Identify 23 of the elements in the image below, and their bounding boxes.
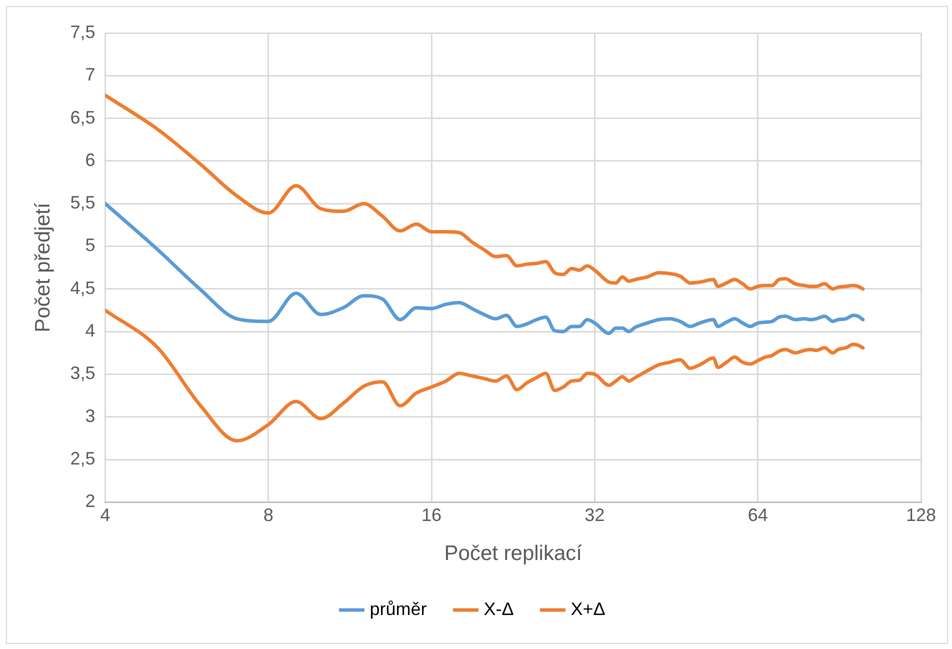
y-tick-label: 3,5	[70, 363, 96, 384]
y-tick-label: 7	[85, 64, 96, 85]
x-axis-title: Počet replikací	[444, 542, 582, 566]
y-tick-label: 4,5	[70, 278, 96, 298]
x-tick-label: 32	[584, 504, 605, 525]
x-tick-label: 16	[422, 504, 442, 525]
y-tick-label: 4	[85, 320, 96, 341]
y-tick-label: 2,5	[70, 448, 96, 469]
x-tick-label: 64	[748, 504, 768, 525]
legend-label: X+Δ	[570, 598, 606, 619]
y-tick-label: 7,5	[70, 22, 96, 42]
x-tick-label: 4	[100, 504, 110, 525]
y-tick-label: 3	[85, 406, 96, 426]
legend-label: X-Δ	[484, 598, 514, 619]
y-tick-label: 5,5	[70, 192, 96, 213]
y-tick-label: 6,5	[70, 107, 96, 128]
y-tick-label: 5	[85, 235, 96, 256]
y-axis-title: Počet předjetí	[31, 202, 54, 332]
y-tick-label: 6	[85, 150, 96, 170]
legend-label: průměr	[370, 598, 427, 619]
x-tick-label: 8	[263, 504, 274, 525]
x-tick-label: 128	[906, 504, 936, 525]
y-tick-label: 2	[85, 491, 96, 512]
